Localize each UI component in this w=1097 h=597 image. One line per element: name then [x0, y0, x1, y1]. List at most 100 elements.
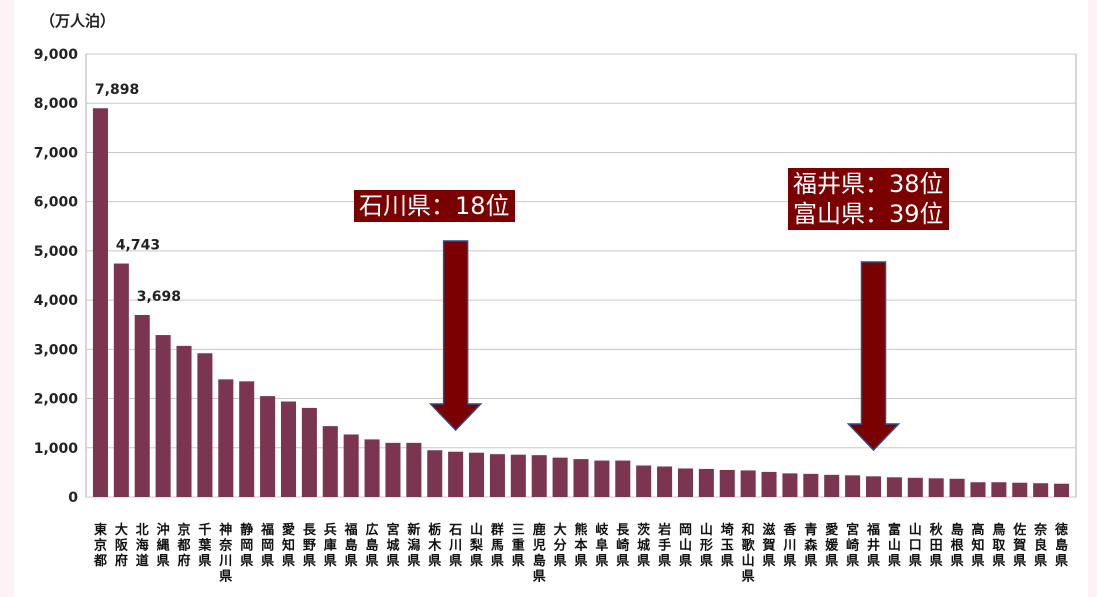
y-tick-label: 5,000	[34, 244, 79, 260]
unit-label: （万人泊）	[40, 12, 116, 30]
x-tick-label: 長崎県	[616, 523, 630, 569]
x-tick-label: 岐阜県	[595, 522, 609, 569]
x-tick-label: 香川県	[782, 522, 797, 569]
bar	[886, 477, 902, 497]
bar	[469, 452, 485, 497]
x-tick-label: 兵庫県	[324, 522, 337, 569]
plot-border	[85, 53, 1077, 498]
x-tick-label: 北海道	[136, 523, 149, 569]
x-tick-label: 富山県	[888, 522, 901, 569]
x-tick-label: 奈良県	[1033, 522, 1048, 569]
bar	[657, 466, 673, 497]
bar	[427, 450, 443, 497]
bar	[510, 454, 526, 497]
x-tick-label: 茨城県	[637, 522, 651, 569]
y-tick-label: 4,000	[34, 293, 79, 309]
x-tick-label: 宮城県	[386, 522, 399, 569]
bar	[991, 482, 1007, 497]
data-label: 4,743	[116, 238, 160, 254]
x-tick-label: 愛媛県	[824, 522, 839, 569]
bar	[448, 451, 464, 497]
bar	[865, 476, 882, 497]
bar	[489, 454, 505, 497]
bar	[740, 470, 756, 497]
x-tick-label: 長野県	[303, 523, 317, 569]
bar	[552, 457, 568, 497]
y-tick-label: 9,000	[34, 47, 79, 63]
x-tick-label: 沖縄県	[157, 522, 170, 569]
bar-chart: 0 1,000 2,000 3,000 4,000 5,000 6,000 7,000 8,00…	[34, 47, 1077, 585]
x-tick-label: 滋賀県	[762, 522, 776, 569]
bar	[260, 396, 276, 497]
bar	[803, 473, 819, 497]
bar	[1033, 483, 1049, 497]
bar	[1054, 483, 1070, 497]
x-tick-label: 愛知県	[282, 522, 295, 569]
x-tick-label: 秋田県	[930, 522, 944, 569]
callout-fukui-toyama: 福井県：38位 富山県：39位	[788, 168, 949, 230]
bar	[155, 335, 171, 497]
x-tick-label: 千葉県	[197, 522, 212, 569]
bar	[824, 474, 840, 497]
callout-ishikawa: 石川県：18位	[354, 190, 515, 222]
x-tick-label: 新潟県	[407, 522, 420, 569]
x-tick-label: 神奈川県	[218, 522, 233, 585]
x-tick-label: 広島県	[366, 522, 379, 569]
bar	[845, 475, 861, 497]
bar	[615, 460, 631, 497]
y-tick-label: 0	[68, 490, 78, 506]
x-tick-label: 山形県	[700, 522, 713, 569]
x-tick-label: 和歌山県	[742, 522, 756, 585]
bar	[92, 108, 108, 497]
bar	[970, 482, 986, 497]
x-tick-label: 石川県	[448, 523, 462, 569]
bar	[176, 345, 192, 497]
x-tick-label: 京都府	[177, 522, 191, 569]
x-tick-label: 熊本県	[574, 522, 587, 569]
bar	[364, 439, 380, 497]
data-label: 3,698	[137, 289, 181, 305]
x-tick-label: 静岡県	[240, 522, 253, 569]
x-tick-label: 徳島県	[1054, 522, 1068, 569]
x-tick-label: 大分県	[554, 522, 567, 569]
bar	[677, 468, 693, 497]
bar	[636, 465, 652, 497]
x-tick-label: 栃木県	[427, 522, 442, 569]
bar	[907, 477, 923, 497]
bar	[698, 468, 714, 497]
x-tick-label: 群馬県	[491, 522, 504, 569]
x-tick-label: 高知県	[971, 522, 984, 569]
bar	[949, 478, 965, 497]
annotation-arrow	[846, 261, 901, 452]
y-tick-label: 8,000	[34, 96, 79, 112]
x-tick-label: 大阪府	[115, 522, 129, 569]
chart-frame: （万人泊） 0 1,000 2,000 3,000 4,000 5,000 6,000 7,0…	[14, 0, 1088, 597]
y-tick-label: 6,000	[34, 195, 79, 211]
bar	[1012, 482, 1028, 497]
bar	[322, 426, 338, 497]
bar	[385, 442, 401, 497]
x-tick-label: 岡山県	[679, 523, 692, 569]
y-tick-label: 3,000	[34, 342, 79, 358]
data-label: 7,898	[95, 82, 139, 98]
bar	[134, 314, 150, 497]
x-tick-label: 山口県	[909, 522, 922, 569]
bar	[928, 478, 944, 497]
y-tick-label: 1,000	[34, 441, 79, 457]
bar	[343, 434, 359, 497]
bar	[301, 407, 317, 497]
callout-toyama-line: 富山県：39位	[793, 200, 944, 228]
x-tick-label: 山梨県	[469, 522, 484, 569]
bar	[197, 353, 213, 497]
bar	[594, 460, 610, 497]
x-tick-label: 宮崎県	[846, 522, 859, 569]
x-tick-label: 鹿児島県	[532, 522, 546, 585]
bar	[218, 379, 234, 497]
x-tick-label: 青森県	[804, 522, 818, 569]
bar	[406, 442, 422, 497]
x-tick-label: 島根県	[951, 522, 965, 569]
callout-ishikawa-line: 石川県：18位	[359, 192, 510, 220]
bar	[782, 473, 798, 497]
x-tick-label: 東京都	[93, 522, 107, 569]
bar	[531, 455, 547, 497]
